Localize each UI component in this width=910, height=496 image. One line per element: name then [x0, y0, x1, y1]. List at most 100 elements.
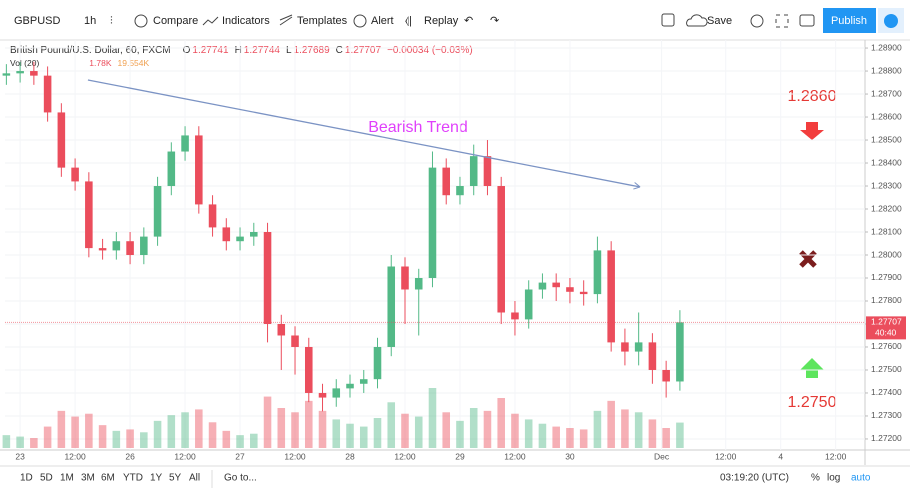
range-1d[interactable]: 1D [20, 473, 33, 484]
range-5y[interactable]: 5Y [169, 473, 182, 484]
range-6m[interactable]: 6M [101, 473, 115, 484]
volume-bar [57, 410, 66, 448]
candle-body [222, 227, 231, 242]
target-low: 1.2750 [788, 394, 837, 411]
symbol[interactable]: GBPUSD [14, 15, 61, 27]
redo[interactable]: ↷ [490, 15, 499, 27]
y-tick-label: 1.28500 [871, 134, 902, 144]
templates[interactable]: Templates [297, 15, 348, 27]
x-tick-label: 23 [15, 451, 25, 461]
volume-bar [195, 409, 203, 448]
candle-body [579, 291, 588, 295]
candle-body [511, 312, 519, 320]
y-tick-label: 1.27600 [871, 341, 902, 351]
candle-body [43, 75, 52, 113]
candle-body [634, 342, 643, 352]
bar-style-icon[interactable]: ⫶ [110, 15, 113, 27]
fullscreen-icon[interactable] [775, 14, 789, 28]
range-all[interactable]: All [189, 473, 200, 484]
candle-body [497, 186, 505, 313]
range-ytd[interactable]: YTD [123, 473, 143, 484]
alert[interactable]: Alert [371, 15, 394, 27]
x-tick-label: 4 [778, 451, 783, 461]
volume-bar [43, 426, 52, 448]
volume-bar [318, 410, 327, 448]
range-1y[interactable]: 1Y [150, 473, 163, 484]
volume-bar [181, 412, 189, 448]
y-tick-label: 1.28800 [871, 65, 902, 75]
play-icon [884, 14, 898, 28]
volume-bar [2, 435, 11, 448]
volume-bar [291, 412, 299, 448]
candle-body [387, 266, 396, 347]
candle-body [250, 232, 258, 237]
compare[interactable]: Compare [153, 15, 198, 27]
volume-bar [538, 423, 547, 448]
volume-bar [469, 408, 478, 448]
indicators[interactable]: Indicators [222, 15, 270, 27]
x-tick-label: 12:00 [394, 451, 416, 461]
settings-icon[interactable] [750, 14, 764, 28]
candle-body [140, 236, 148, 256]
undo[interactable]: ↶ [464, 15, 473, 27]
change: −0.00034 (−0.03%) [387, 45, 473, 56]
volume-bar [85, 413, 93, 448]
save[interactable]: Save [707, 15, 732, 27]
volume-bar [359, 426, 368, 448]
y-tick-label: 1.27300 [871, 410, 902, 420]
publish-button[interactable] [823, 8, 876, 33]
volume-bar [662, 428, 670, 448]
log-toggle[interactable]: log [827, 473, 840, 484]
replay[interactable]: Replay [424, 15, 459, 27]
o-value: 1.27741 [192, 45, 229, 56]
volume-bar [112, 430, 121, 448]
range-1m[interactable]: 1M [60, 473, 74, 484]
templates-icon [279, 14, 293, 26]
y-tick-label: 1.28700 [871, 88, 902, 98]
volume-bar [634, 412, 643, 448]
plot-area: 1.27200 1.27300 1.27400 1.27500 1.27600 1.277… [2, 40, 906, 461]
candle-body [277, 323, 286, 336]
candle-body [442, 167, 451, 196]
candle-body [621, 342, 629, 352]
publish[interactable]: Publish [831, 15, 867, 27]
volume-ma: 19.554K [118, 58, 150, 68]
save-icon [686, 14, 708, 27]
trend-arrowhead [633, 182, 641, 190]
volume-bar [98, 425, 107, 448]
alert-icon [353, 14, 367, 28]
volume-bar [250, 433, 258, 448]
cross-marker [799, 250, 817, 268]
candle-body [607, 250, 615, 343]
candle-body [304, 346, 313, 393]
go-to[interactable]: Go to... [224, 473, 257, 484]
x-tick-label: 26 [125, 451, 135, 461]
candle-body [401, 266, 409, 290]
o-key: O [183, 45, 191, 56]
range-5d[interactable]: 5D [40, 473, 53, 484]
volume-value: 1.78K [89, 58, 112, 68]
layout-icon[interactable] [661, 13, 675, 27]
volume-bar [304, 400, 313, 448]
candle-body [167, 151, 176, 187]
down-arrow [800, 122, 824, 140]
target-high: 1.2860 [788, 88, 837, 105]
y-tick-label: 1.28100 [871, 226, 902, 236]
auto-toggle[interactable]: auto [851, 473, 871, 484]
c-key: C [336, 45, 343, 56]
candle-body [538, 282, 547, 290]
snapshot-icon[interactable] [799, 14, 815, 27]
volume-bar [676, 422, 684, 448]
range-3m[interactable]: 3M [81, 473, 95, 484]
interval[interactable]: 1h [84, 15, 96, 27]
volume-bar [648, 419, 657, 448]
percent-toggle[interactable]: % [811, 473, 820, 484]
candle-body [208, 204, 217, 228]
volume-bar [263, 396, 272, 448]
y-tick-label: 1.27400 [871, 387, 902, 397]
candle-body [662, 369, 670, 382]
volume-name: Vol (20) [10, 58, 39, 68]
volume-bar [456, 420, 464, 448]
y-tick-label: 1.28400 [871, 157, 902, 167]
compare-icon [134, 14, 148, 28]
